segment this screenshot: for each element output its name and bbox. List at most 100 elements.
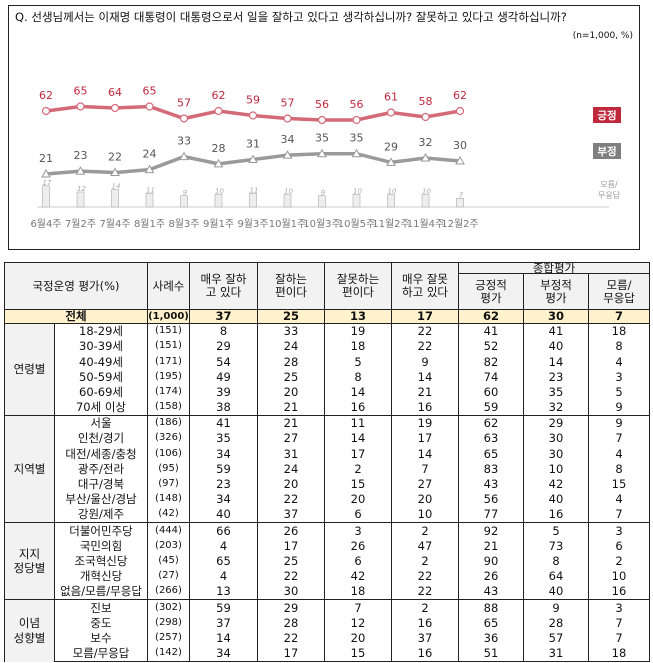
cell-very-bad: 17 [391, 431, 459, 447]
cell-negative: 14 [523, 354, 589, 370]
cell-negative: 8 [523, 553, 589, 569]
cell-very-bad: 27 [391, 476, 459, 493]
positive-point [317, 115, 327, 125]
sample-size: (302) [147, 599, 190, 616]
row-label: 서울 [54, 415, 148, 432]
table-row: 모름/무응답 (142) 34 17 15 16 51 31 18 [5, 645, 650, 663]
cell-very-good: 41 [189, 415, 258, 432]
row-label: 진보 [54, 599, 148, 616]
cell-very-good: 66 [189, 522, 258, 539]
negative-point [110, 167, 120, 177]
cell-very-good: 29 [189, 339, 258, 355]
cell-negative: 10 [523, 461, 589, 477]
sample-size: (151) [147, 323, 190, 340]
table-row: 중도 (298) 37 28 12 16 65 28 7 [5, 615, 650, 631]
cell-dk: 7 [588, 309, 650, 324]
cell-dk: 9 [588, 399, 650, 416]
cell-bad: 42 [324, 569, 392, 585]
cell-very-good: 39 [189, 384, 258, 400]
cell-dk: 8 [588, 461, 650, 477]
cell-good: 20 [257, 476, 325, 493]
negative-point [75, 166, 86, 175]
positive-data-label: 64 [108, 86, 122, 99]
cell-very-bad: 19 [391, 415, 459, 432]
x-tick-label: 11월2주 [372, 218, 410, 230]
cell-bad: 5 [324, 354, 392, 370]
header-very-good: 매우 잘하고 있다 [189, 262, 258, 310]
x-tick-label: 7월2주 [65, 218, 96, 230]
row-label: 전체 [4, 309, 148, 324]
cell-negative: 16 [523, 507, 589, 523]
negative-data-label: 34 [281, 133, 295, 146]
sample-size: (42) [147, 507, 190, 523]
cell-dk: 4 [588, 354, 650, 370]
table-row: 강원/제주 (42) 40 37 6 10 77 16 7 [5, 507, 650, 523]
negative-data-label: 23 [74, 149, 88, 162]
positive-point [110, 103, 120, 113]
cell-bad: 15 [324, 476, 392, 493]
x-tick-label: 7월4주 [99, 218, 130, 230]
table-row: 40-49세 (171) 54 28 5 9 82 14 4 [5, 354, 650, 370]
negative-data-label: 33 [177, 135, 191, 148]
cell-very-good: 4 [189, 569, 258, 585]
cell-good: 22 [257, 630, 325, 646]
cell-very-bad: 22 [391, 339, 459, 355]
cell-very-good: 38 [189, 399, 258, 416]
positive-data-label: 57 [177, 97, 191, 110]
positive-point [352, 115, 361, 125]
sample-size: (95) [147, 461, 190, 477]
x-tick-label: 9월3주 [237, 218, 268, 230]
sample-size: (298) [147, 615, 190, 631]
cell-positive: 43 [458, 476, 524, 493]
cell-positive: 60 [458, 384, 524, 400]
cell-very-bad: 16 [391, 615, 459, 631]
row-label: 30-39세 [54, 339, 148, 355]
cell-bad: 14 [324, 384, 392, 400]
cell-negative: 5 [523, 522, 589, 539]
cell-very-bad: 16 [391, 399, 459, 416]
positive-data-label: 59 [246, 94, 260, 107]
dk-bar-label: 12 [77, 185, 86, 193]
cell-very-bad: 21 [391, 384, 459, 400]
negative-point [351, 148, 362, 158]
dk-bar-label: 10 [353, 188, 362, 196]
row-label: 중도 [54, 615, 148, 631]
sample-size: (186) [147, 415, 190, 432]
cell-dk: 7 [588, 630, 650, 646]
row-label: 강원/제주 [54, 507, 148, 523]
sample-size: (266) [147, 584, 190, 600]
dk-bar-label: 7 [459, 191, 464, 199]
cell-negative: 9 [523, 599, 589, 616]
dk-bar-label: 10 [422, 188, 431, 196]
table-row: 인천/경기 (326) 35 27 14 17 63 30 7 [5, 431, 650, 447]
cell-dk: 3 [588, 599, 650, 616]
row-label: 국민의힘 [54, 538, 148, 554]
cell-good: 27 [257, 431, 325, 447]
sample-size: (151) [147, 339, 190, 355]
dk-bar [249, 192, 257, 208]
positive-data-label: 62 [39, 89, 53, 102]
cell-dk: 3 [588, 522, 650, 539]
positive-point [76, 102, 85, 111]
cell-good: 21 [257, 415, 325, 432]
table-row: 60-69세 (174) 39 20 14 21 60 35 5 [5, 384, 650, 400]
positive-point [145, 102, 154, 111]
cell-very-good: 65 [189, 553, 258, 569]
cell-very-good: 34 [189, 645, 258, 663]
header-summary: 종합평가 [458, 262, 650, 274]
negative-point [282, 150, 293, 159]
negative-point [213, 158, 224, 168]
cell-bad: 26 [324, 538, 392, 554]
cell-good: 26 [257, 522, 325, 539]
sample-size: (97) [147, 476, 190, 493]
dk-bar [111, 189, 119, 208]
row-label: 보수 [54, 630, 148, 646]
x-tick-label: 10월1주 [269, 218, 307, 230]
dk-bar-label: 10 [215, 188, 224, 196]
row-label: 18-29세 [54, 323, 148, 340]
cell-dk: 8 [588, 339, 650, 355]
cell-positive: 90 [458, 553, 524, 569]
cell-very-good: 49 [189, 369, 258, 385]
table-row: 이념 성향별 진보 (302) 59 29 7 2 88 9 3 [4, 599, 650, 662]
row-label: 없음/모름/무응답 [54, 584, 148, 600]
